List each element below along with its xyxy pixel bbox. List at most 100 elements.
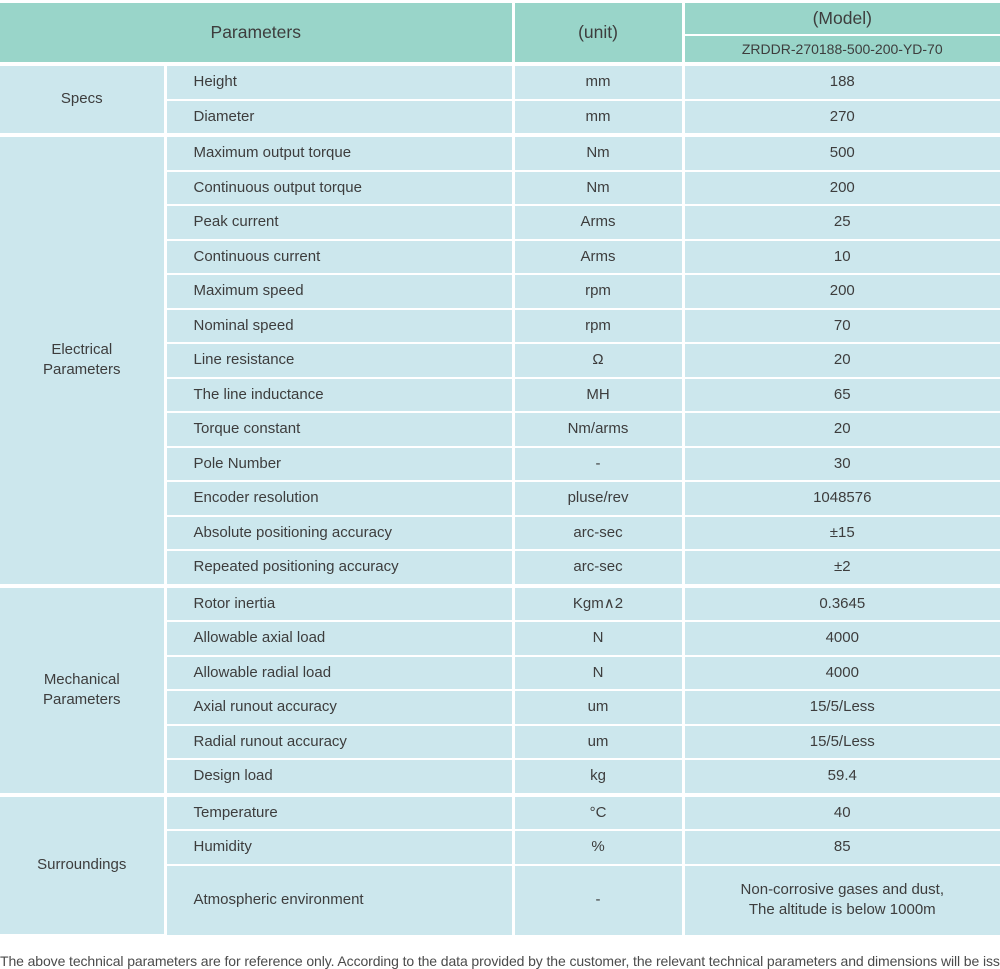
table-row: The line inductance MH 65 bbox=[0, 376, 1000, 413]
value-cell: 85 bbox=[681, 829, 1000, 866]
table-row: Absolute positioning accuracy arc-sec ±15 bbox=[0, 514, 1000, 551]
table-row: Allowable axial load N 4000 bbox=[0, 620, 1000, 657]
section-0: Specs Height mm 188 Diameter mm 270 bbox=[0, 62, 1000, 136]
value-cell: 10 bbox=[681, 238, 1000, 275]
unit-cell: kg bbox=[511, 758, 685, 796]
value-cell: 15/5/Less bbox=[681, 723, 1000, 760]
category-cell: Surroundings bbox=[0, 792, 167, 936]
table-row: Surroundings Temperature °C 40 bbox=[0, 792, 1000, 936]
category-cell: Specs bbox=[0, 62, 167, 136]
unit-cell: mm bbox=[511, 62, 685, 101]
value-cell: 200 bbox=[681, 169, 1000, 206]
unit-cell: MH bbox=[511, 376, 685, 413]
unit-cell: pluse/rev bbox=[511, 480, 685, 517]
table-row: Diameter mm 270 bbox=[0, 98, 1000, 136]
value-cell: 65 bbox=[681, 376, 1000, 413]
unit-cell: - bbox=[511, 445, 685, 482]
param-cell: Allowable axial load bbox=[165, 620, 515, 657]
value-cell: 70 bbox=[681, 307, 1000, 344]
unit-cell: mm bbox=[511, 98, 685, 136]
section-1: Electrical Parameters Maximum output torq… bbox=[0, 133, 1000, 587]
param-cell: Absolute positioning accuracy bbox=[165, 514, 515, 551]
table-row: Specs Height mm 188 bbox=[0, 62, 1000, 136]
value-cell: 1048576 bbox=[681, 480, 1000, 517]
unit-cell: °C bbox=[511, 792, 685, 831]
table-row: Electrical Parameters Maximum output torq… bbox=[0, 133, 1000, 587]
table-row: Radial runout accuracy um 15/5/Less bbox=[0, 723, 1000, 760]
table-row: Continuous current Arms 10 bbox=[0, 238, 1000, 275]
table-row: Design load kg 59.4 bbox=[0, 758, 1000, 796]
unit-cell: Nm bbox=[511, 169, 685, 206]
table-row: Humidity% 85 bbox=[0, 829, 1000, 866]
unit-cell: Kgm∧2 bbox=[511, 583, 685, 622]
value-cell: 188 bbox=[681, 62, 1000, 101]
table-row: Axial runout accuracy um 15/5/Less bbox=[0, 689, 1000, 726]
param-cell: Radial runout accuracy bbox=[165, 723, 515, 760]
unit-cell: N bbox=[511, 654, 685, 691]
value-cell: 0.3645 bbox=[681, 583, 1000, 622]
value-cell: 200 bbox=[681, 273, 1000, 310]
param-cell: The line inductance bbox=[165, 376, 515, 413]
table-row: Torque constant Nm/arms 20 bbox=[0, 411, 1000, 448]
table-row: Encoder resolution pluse/rev 1048576 bbox=[0, 480, 1000, 517]
param-cell: Atmospheric environment bbox=[165, 863, 515, 935]
table-row: Repeated positioning accuracy arc-sec ±2 bbox=[0, 549, 1000, 587]
param-cell: Nominal speed bbox=[165, 307, 515, 344]
header-unit-label: (unit) bbox=[511, 3, 685, 66]
param-cell: Line resistance bbox=[165, 342, 515, 379]
param-cell: Maximum speed bbox=[165, 273, 515, 310]
param-cell: Height bbox=[163, 62, 515, 101]
header-model-value: ZRDDR-270188-500-200-YD-70 bbox=[683, 34, 1000, 66]
category-cell: Electrical Parameters bbox=[0, 133, 167, 587]
table-row: Line resistance Ω 20 bbox=[0, 342, 1000, 379]
value-cell: 500 bbox=[681, 133, 1000, 172]
unit-cell: um bbox=[511, 723, 685, 760]
value-cell: 270 bbox=[681, 98, 1000, 136]
table-row: Mechanical Parameters Rotor inertia Kgm∧2 0… bbox=[0, 583, 1000, 796]
unit-cell: rpm bbox=[511, 307, 685, 344]
unit-cell: Ω bbox=[511, 342, 685, 379]
table-row: Continuous output torque Nm 200 bbox=[0, 169, 1000, 206]
value-cell: Non-corrosive gases and dust, The altitu… bbox=[681, 863, 1000, 935]
param-cell: Temperature bbox=[163, 792, 515, 831]
footer-note: The above technical parameters are for r… bbox=[0, 952, 1000, 969]
table-row: Nominal speed rpm 70 bbox=[0, 307, 1000, 344]
header-parameters-label: Parameters bbox=[0, 3, 515, 66]
param-cell: Peak current bbox=[165, 204, 515, 241]
unit-cell: Nm/arms bbox=[511, 411, 685, 448]
table-row: Pole Number -30 bbox=[0, 445, 1000, 482]
value-cell: ±2 bbox=[681, 549, 1000, 587]
param-cell: Continuous current bbox=[165, 238, 515, 275]
header-row-model: ZRDDR-270188-500-200-YD-70 bbox=[0, 34, 1000, 66]
param-cell: Torque constant bbox=[165, 411, 515, 448]
value-cell: 15/5/Less bbox=[681, 689, 1000, 726]
header-model-label: (Model) bbox=[681, 3, 1000, 36]
unit-cell: arc-sec bbox=[511, 514, 685, 551]
unit-cell: Nm bbox=[511, 133, 685, 172]
param-cell: Maximum output torque bbox=[163, 133, 515, 172]
param-cell: Encoder resolution bbox=[165, 480, 515, 517]
unit-cell: N bbox=[511, 620, 685, 657]
param-cell: Allowable radial load bbox=[165, 654, 515, 691]
param-cell: Continuous output torque bbox=[165, 169, 515, 206]
value-cell: 59.4 bbox=[681, 758, 1000, 796]
table-row: Peak current Arms 25 bbox=[0, 204, 1000, 241]
param-cell: Design load bbox=[165, 758, 515, 796]
value-cell: 4000 bbox=[681, 654, 1000, 691]
value-cell: 30 bbox=[681, 445, 1000, 482]
header-row-top: Parameters (unit) (Model) bbox=[0, 3, 1000, 66]
param-cell: Axial runout accuracy bbox=[165, 689, 515, 726]
section-2: Mechanical Parameters Rotor inertia Kgm∧2 0… bbox=[0, 583, 1000, 796]
param-cell: Diameter bbox=[165, 98, 515, 136]
category-cell: Mechanical Parameters bbox=[0, 583, 167, 796]
unit-cell: rpm bbox=[511, 273, 685, 310]
value-cell: 20 bbox=[681, 342, 1000, 379]
unit-cell: - bbox=[511, 863, 685, 935]
unit-cell: % bbox=[511, 829, 685, 866]
param-cell: Repeated positioning accuracy bbox=[165, 549, 515, 587]
value-cell: 20 bbox=[681, 411, 1000, 448]
unit-cell: Arms bbox=[511, 204, 685, 241]
param-cell: Pole Number bbox=[165, 445, 515, 482]
table-header: Parameters (unit) (Model) ZRDDR-270188-5… bbox=[0, 3, 1000, 66]
section-3: Surroundings Temperature °C 40 Humidity% 85 At… bbox=[0, 792, 1000, 936]
